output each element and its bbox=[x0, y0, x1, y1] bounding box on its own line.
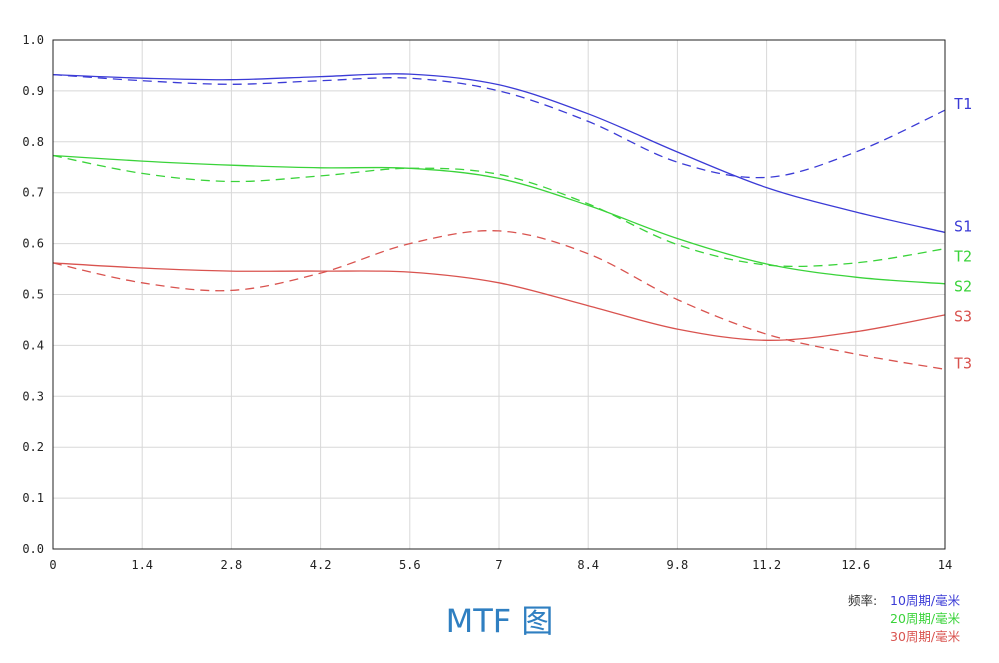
x-tick-label: 1.4 bbox=[131, 558, 153, 572]
legend-item-20: 20周期/毫米 bbox=[890, 611, 961, 626]
legend-row: 30周期/毫米 bbox=[848, 628, 960, 646]
series-label-s3: S3 bbox=[954, 307, 972, 325]
chart-title: MTF 图 bbox=[445, 602, 554, 640]
tick-labels: 0 1.4 2.8 4.2 5.6 7 8.4 9.8 11.2 12.6 14 0.0 0.1 0.2 0… bbox=[22, 33, 952, 572]
y-tick-label: 0.0 bbox=[22, 542, 44, 556]
y-tick-label: 0.3 bbox=[22, 389, 44, 403]
y-tick-label: 0.8 bbox=[22, 135, 44, 149]
series-label-s2: S2 bbox=[954, 277, 972, 295]
plot-frame bbox=[52, 39, 946, 550]
x-tick-label: 9.8 bbox=[667, 558, 689, 572]
x-tick-label: 5.6 bbox=[399, 558, 421, 572]
legend-item-30: 30周期/毫米 bbox=[890, 629, 961, 644]
legend-row: 20周期/毫米 bbox=[848, 610, 960, 628]
y-tick-label: 0.6 bbox=[22, 237, 44, 251]
x-tick-label: 4.2 bbox=[310, 558, 332, 572]
series-s3-line bbox=[52, 262, 946, 341]
legend-key: 频率: bbox=[848, 593, 878, 608]
x-tick-label: 11.2 bbox=[752, 558, 781, 572]
series-s1-line bbox=[52, 73, 946, 234]
x-tick-label: 12.6 bbox=[841, 558, 870, 572]
series-t3-line bbox=[52, 230, 946, 370]
grid bbox=[53, 40, 945, 549]
x-tick-label: 7 bbox=[495, 558, 502, 572]
x-tick-label: 8.4 bbox=[577, 558, 599, 572]
legend: 频率: 10周期/毫米 20周期/毫米 30周期/毫米 bbox=[848, 592, 960, 646]
x-tick-label: 0 bbox=[49, 558, 56, 572]
mtf-chart: 0 1.4 2.8 4.2 5.6 7 8.4 9.8 11.2 12.6 14 0.0 0.1 0.2 0… bbox=[22, 33, 972, 572]
series-labels: T1 S1 T2 S2 S3 T3 bbox=[954, 95, 972, 372]
y-tick-label: 0.1 bbox=[22, 491, 44, 505]
y-tick-label: 0.4 bbox=[22, 338, 44, 352]
y-tick-label: 0.5 bbox=[22, 288, 44, 302]
y-tick-label: 1.0 bbox=[22, 33, 44, 47]
legend-row: 频率: 10周期/毫米 bbox=[848, 592, 960, 610]
x-tick-label: 2.8 bbox=[221, 558, 243, 572]
x-tick-label: 14 bbox=[938, 558, 952, 572]
series-curves bbox=[52, 73, 946, 370]
series-s2-line bbox=[52, 154, 946, 285]
series-t2-line bbox=[52, 154, 946, 268]
series-label-t2: T2 bbox=[954, 247, 972, 265]
legend-item-10: 10周期/毫米 bbox=[890, 593, 961, 608]
series-label-s1: S1 bbox=[954, 217, 972, 235]
y-tick-label: 0.2 bbox=[22, 440, 44, 454]
series-label-t1: T1 bbox=[954, 95, 972, 113]
series-label-t3: T3 bbox=[954, 354, 972, 372]
series-t1-line bbox=[52, 73, 946, 179]
y-tick-label: 0.9 bbox=[22, 84, 44, 98]
y-tick-label: 0.7 bbox=[22, 186, 44, 200]
